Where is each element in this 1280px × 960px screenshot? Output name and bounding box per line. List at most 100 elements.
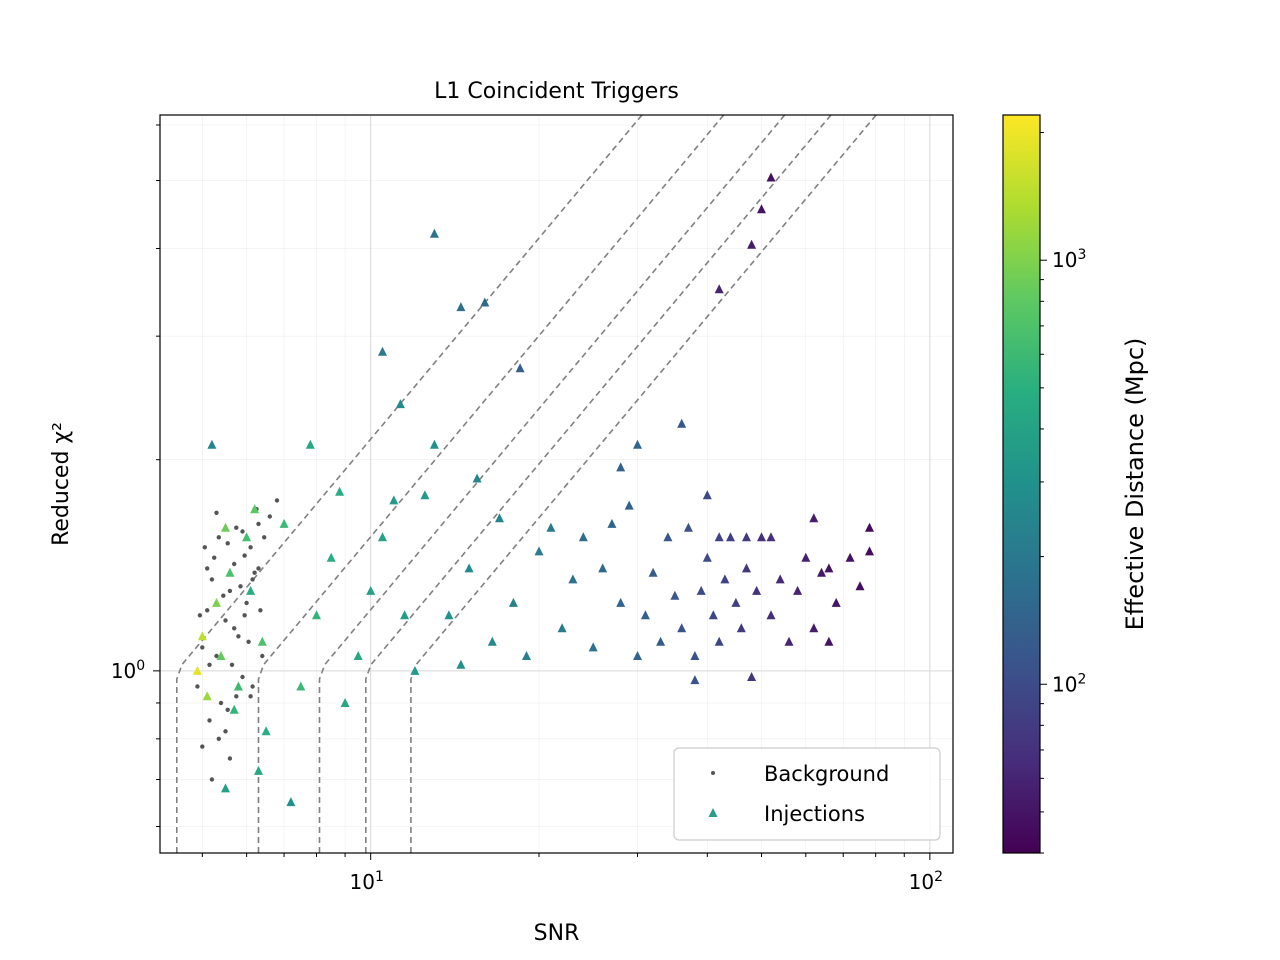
legend-background-label: Background bbox=[764, 762, 889, 786]
x-axis-label: SNR bbox=[534, 921, 580, 946]
background-point bbox=[240, 674, 245, 680]
injection-point bbox=[312, 610, 321, 620]
background-point bbox=[202, 545, 207, 550]
injection-point bbox=[207, 439, 217, 449]
injection-point bbox=[429, 439, 439, 449]
injection-point bbox=[656, 636, 666, 646]
background-point bbox=[207, 662, 212, 667]
background-point bbox=[218, 700, 224, 706]
background-point bbox=[212, 555, 217, 560]
injection-point bbox=[624, 500, 634, 510]
injection-point bbox=[648, 567, 658, 577]
background-point bbox=[209, 577, 215, 582]
injection-point bbox=[522, 651, 531, 660]
injection-point bbox=[801, 552, 811, 562]
injection-point bbox=[640, 610, 650, 620]
injection-point bbox=[464, 563, 474, 573]
background-point bbox=[205, 566, 210, 571]
legend-background-marker bbox=[711, 771, 715, 775]
injection-point bbox=[736, 623, 746, 633]
injection-point bbox=[809, 623, 819, 633]
background-point bbox=[214, 510, 219, 515]
injection-point bbox=[757, 532, 766, 542]
background-point bbox=[209, 777, 215, 782]
y-tick-label-base: 10 bbox=[111, 659, 136, 683]
threshold-curve bbox=[365, 115, 832, 853]
injection-point bbox=[588, 642, 598, 652]
x-tick-label-base: 10 bbox=[349, 870, 374, 894]
background-point bbox=[225, 541, 230, 546]
background-point bbox=[229, 662, 235, 667]
injection-point bbox=[714, 284, 724, 294]
injection-point bbox=[456, 302, 466, 312]
injection-point bbox=[400, 610, 410, 620]
legend-box bbox=[673, 747, 941, 841]
injection-point bbox=[817, 567, 826, 577]
background-series bbox=[195, 498, 280, 782]
x-tick-label-base: 10 bbox=[909, 870, 934, 894]
injection-point bbox=[714, 636, 724, 646]
background-point bbox=[225, 707, 230, 712]
background-point bbox=[246, 639, 251, 644]
chart-title: L1 Coincident Triggers bbox=[434, 79, 679, 104]
injection-point bbox=[845, 552, 855, 562]
injection-point bbox=[534, 546, 544, 556]
injection-point bbox=[378, 532, 387, 542]
x-tick-label: 102 bbox=[909, 869, 943, 894]
injection-point bbox=[420, 490, 430, 500]
background-point bbox=[248, 545, 253, 550]
x-tick-label-exp: 1 bbox=[375, 869, 384, 885]
colorbar-tick-label-base: 10 bbox=[1052, 248, 1077, 272]
background-point bbox=[250, 577, 255, 582]
background-point bbox=[232, 626, 237, 631]
injection-point bbox=[855, 581, 865, 591]
background-point bbox=[240, 529, 245, 534]
injection-point bbox=[429, 228, 439, 238]
injection-point bbox=[279, 518, 289, 528]
injection-point bbox=[742, 563, 751, 573]
injection-point bbox=[366, 585, 376, 595]
injection-point bbox=[257, 636, 267, 646]
injection-point bbox=[831, 597, 841, 607]
injection-point bbox=[784, 636, 794, 646]
injection-point bbox=[775, 574, 785, 584]
y-axis-label: Reduced χ² bbox=[49, 422, 74, 546]
threshold-curves bbox=[176, 115, 877, 853]
background-point bbox=[195, 684, 200, 689]
background-point bbox=[274, 498, 280, 503]
background-point bbox=[223, 618, 228, 623]
background-point bbox=[256, 566, 261, 571]
injection-point bbox=[766, 532, 776, 542]
injection-point bbox=[726, 532, 735, 542]
injection-point bbox=[335, 486, 345, 496]
injection-point bbox=[696, 585, 706, 595]
injection-point bbox=[677, 623, 687, 633]
background-point bbox=[248, 694, 253, 699]
colorbar-tick-label-exp: 3 bbox=[1077, 247, 1086, 263]
injection-point bbox=[444, 610, 454, 620]
injection-point bbox=[305, 439, 315, 449]
background-point bbox=[200, 744, 205, 749]
legend: Background Injections bbox=[673, 747, 941, 841]
background-point bbox=[252, 570, 257, 575]
injection-point bbox=[702, 490, 712, 500]
background-point bbox=[227, 756, 233, 761]
injection-point bbox=[216, 651, 226, 660]
plot-background bbox=[160, 115, 953, 853]
injection-point bbox=[793, 585, 803, 595]
colorbar-tick-label-exp: 2 bbox=[1077, 671, 1086, 687]
injection-point bbox=[757, 204, 766, 214]
y-tick-label-exp: 0 bbox=[136, 658, 145, 674]
background-point bbox=[207, 718, 212, 723]
background-point bbox=[232, 561, 237, 567]
background-point bbox=[216, 736, 221, 741]
injection-point bbox=[286, 797, 296, 807]
injection-point bbox=[229, 704, 239, 714]
background-point bbox=[260, 653, 265, 659]
background-point bbox=[244, 600, 249, 606]
legend-injections-label: Injections bbox=[764, 802, 865, 826]
injection-point bbox=[487, 636, 497, 646]
injection-point bbox=[197, 631, 207, 641]
